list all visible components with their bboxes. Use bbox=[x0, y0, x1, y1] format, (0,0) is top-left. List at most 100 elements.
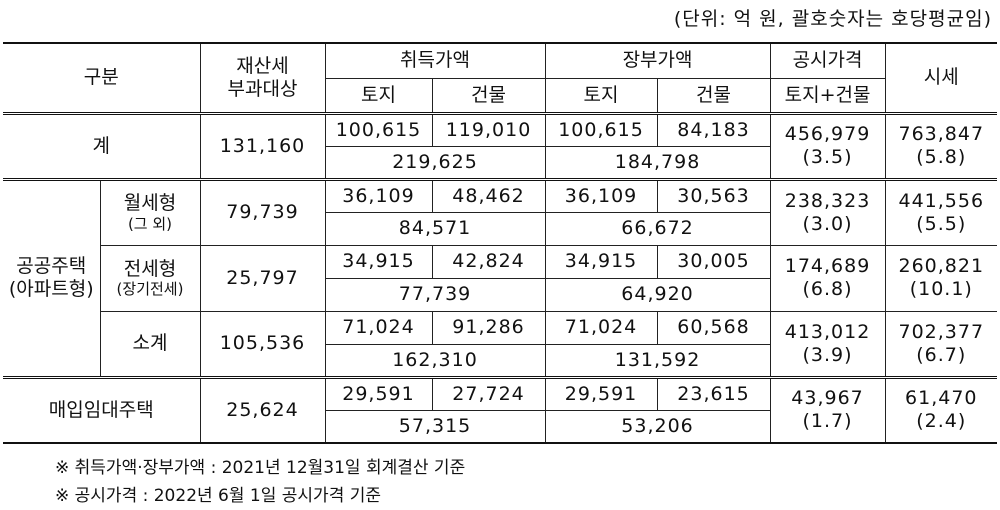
cell: 79,739 bbox=[199, 177, 326, 246]
cell: 25,624 bbox=[199, 375, 326, 444]
cell: 100,615 bbox=[544, 112, 658, 147]
cell: 456,979 (3.5) bbox=[769, 112, 886, 180]
row-label: 월세형 (그 외) bbox=[99, 177, 201, 246]
table-header: 구분 재산세 부과대상 취득가액 장부가액 공시가격 시세 토지 건물 토지 건물… bbox=[3, 42, 998, 115]
row-label: 계 bbox=[3, 112, 201, 180]
header-cell: 건물 bbox=[431, 77, 546, 115]
cell: 57,315 bbox=[325, 409, 546, 444]
cell-text: (아파트형) bbox=[8, 278, 94, 300]
cell-text: (2.4) bbox=[916, 410, 967, 433]
header-cell: 구분 bbox=[3, 42, 201, 115]
header-cell: 공시가격 bbox=[769, 42, 886, 79]
cell: 441,556 (5.5) bbox=[884, 177, 998, 246]
cell: 413,012 (3.9) bbox=[769, 310, 886, 378]
cell-text: (1.7) bbox=[802, 410, 853, 433]
cell: 23,615 bbox=[656, 375, 771, 411]
row-label: 소계 bbox=[100, 310, 201, 378]
cell: 91,286 bbox=[431, 310, 546, 345]
table-row: 219,625 184,798 bbox=[3, 145, 997, 180]
cell-text: (장기전세) bbox=[116, 280, 184, 299]
cell-text: 763,847 bbox=[898, 123, 985, 146]
cell: 260,821 (10.1) bbox=[884, 244, 998, 312]
cell: 100,615 bbox=[324, 112, 433, 147]
cell-text: (5.5) bbox=[916, 212, 967, 235]
cell: 174,689 (6.8) bbox=[769, 244, 886, 312]
cell: 60,568 bbox=[656, 310, 771, 345]
cell: 184,798 bbox=[544, 145, 771, 180]
cell-text: 공공주택 bbox=[16, 255, 87, 278]
cell: 27,724 bbox=[431, 375, 546, 411]
cell: 42,824 bbox=[431, 244, 546, 279]
cell: 238,323 (3.0) bbox=[769, 177, 886, 246]
cell: 763,847 (5.8) bbox=[884, 112, 998, 180]
table-row: 162,310 131,592 bbox=[3, 343, 997, 378]
cell: 84,183 bbox=[656, 112, 771, 147]
cell: 25,797 bbox=[199, 244, 326, 312]
cell-text: 260,821 bbox=[898, 255, 985, 278]
header-text: 부과대상 bbox=[227, 77, 298, 100]
cell-text: 238,323 bbox=[784, 189, 871, 212]
footnote: ※ 취득가액·장부가액 : 2021년 12월31일 회계결산 기준 bbox=[55, 458, 466, 478]
table-body: 계 131,160 100,615 119,010 100,615 84,183 456,9… bbox=[3, 112, 998, 444]
cell: 29,591 bbox=[324, 375, 433, 411]
cell: 131,160 bbox=[199, 112, 326, 180]
cell: 219,625 bbox=[325, 145, 546, 180]
header-cell: 토지 bbox=[544, 77, 658, 115]
cell-text: 413,012 bbox=[784, 320, 871, 343]
cell: 119,010 bbox=[431, 112, 546, 147]
footnotes: ※ 취득가액·장부가액 : 2021년 12월31일 회계결산 기준 ※ 공시가… bbox=[55, 454, 465, 510]
cell: 43,967 (1.7) bbox=[769, 375, 886, 444]
cell: 30,005 bbox=[656, 244, 771, 279]
cell-text: (3.9) bbox=[802, 343, 853, 366]
cell-text: (6.7) bbox=[916, 343, 967, 366]
header-cell: 취득가액 bbox=[324, 42, 546, 79]
cell-text: 43,967 bbox=[791, 387, 864, 410]
cell: 702,377 (6.7) bbox=[884, 310, 998, 378]
cell: 64,920 bbox=[544, 277, 771, 312]
table-row: 계 131,160 100,615 119,010 100,615 84,183 456,9… bbox=[3, 112, 998, 180]
cell: 36,109 bbox=[324, 177, 433, 213]
row-label: 전세형 (장기전세) bbox=[100, 244, 201, 312]
table-row: 매입임대주택 25,624 29,591 27,724 29,591 23,615 43,9… bbox=[3, 375, 998, 444]
cell: 162,310 bbox=[325, 343, 546, 378]
cell-text: (그 외) bbox=[127, 214, 173, 233]
cell-text: (5.8) bbox=[916, 146, 967, 168]
table-row: 공공주택 (아파트형) 월세형 (그 외) 79,739 36,109 48,462 36,1… bbox=[3, 177, 998, 378]
header-cell: 장부가액 bbox=[544, 42, 771, 79]
table-row: 전세형 (장기전세) 25,797 34,915 42,824 34,915 30,005 1… bbox=[3, 244, 998, 312]
cell: 131,592 bbox=[544, 343, 771, 378]
header-cell: 재산세 부과대상 bbox=[199, 42, 326, 115]
header-cell: 건물 bbox=[656, 77, 771, 115]
cell: 34,915 bbox=[544, 244, 658, 279]
cell-text: 456,979 bbox=[784, 123, 871, 146]
cell-text: 174,689 bbox=[784, 255, 871, 278]
cell: 77,739 bbox=[325, 277, 546, 312]
cell: 48,462 bbox=[431, 177, 546, 213]
header-text: 재산세 bbox=[236, 54, 289, 77]
cell: 61,470 (2.4) bbox=[884, 375, 998, 444]
cell-text: (10.1) bbox=[909, 278, 973, 300]
cell-text: (3.5) bbox=[802, 146, 853, 168]
group-label: 공공주택 (아파트형) bbox=[3, 177, 101, 378]
row-label: 매입임대주택 bbox=[3, 375, 201, 444]
cell-text: 61,470 bbox=[905, 387, 978, 410]
cell-text: 441,556 bbox=[898, 189, 985, 212]
cell-text: 702,377 bbox=[898, 320, 985, 343]
unit-note: (단위: 억 원, 괄호숫자는 호당평균임) bbox=[673, 8, 992, 30]
cell: 66,672 bbox=[544, 211, 771, 246]
footnote: ※ 공시가격 : 2022년 6월 1일 공시가격 기준 bbox=[55, 486, 382, 506]
cell: 36,109 bbox=[544, 177, 658, 213]
cell: 53,206 bbox=[544, 409, 771, 444]
cell-text: 전세형 bbox=[123, 257, 177, 280]
header-cell: 토지+건물 bbox=[769, 77, 886, 115]
header-cell: 시세 bbox=[884, 42, 998, 115]
cell: 71,024 bbox=[544, 310, 658, 345]
cell: 84,571 bbox=[325, 211, 546, 246]
header-cell: 토지 bbox=[325, 77, 433, 115]
cell: 29,591 bbox=[544, 375, 658, 411]
cell-text: 소계 bbox=[132, 332, 168, 355]
table-row: 소계 105,536 71,024 91,286 71,024 60,568 413,012… bbox=[3, 310, 998, 378]
table-row: 57,315 53,206 bbox=[3, 409, 997, 444]
cell: 30,563 bbox=[656, 177, 771, 213]
